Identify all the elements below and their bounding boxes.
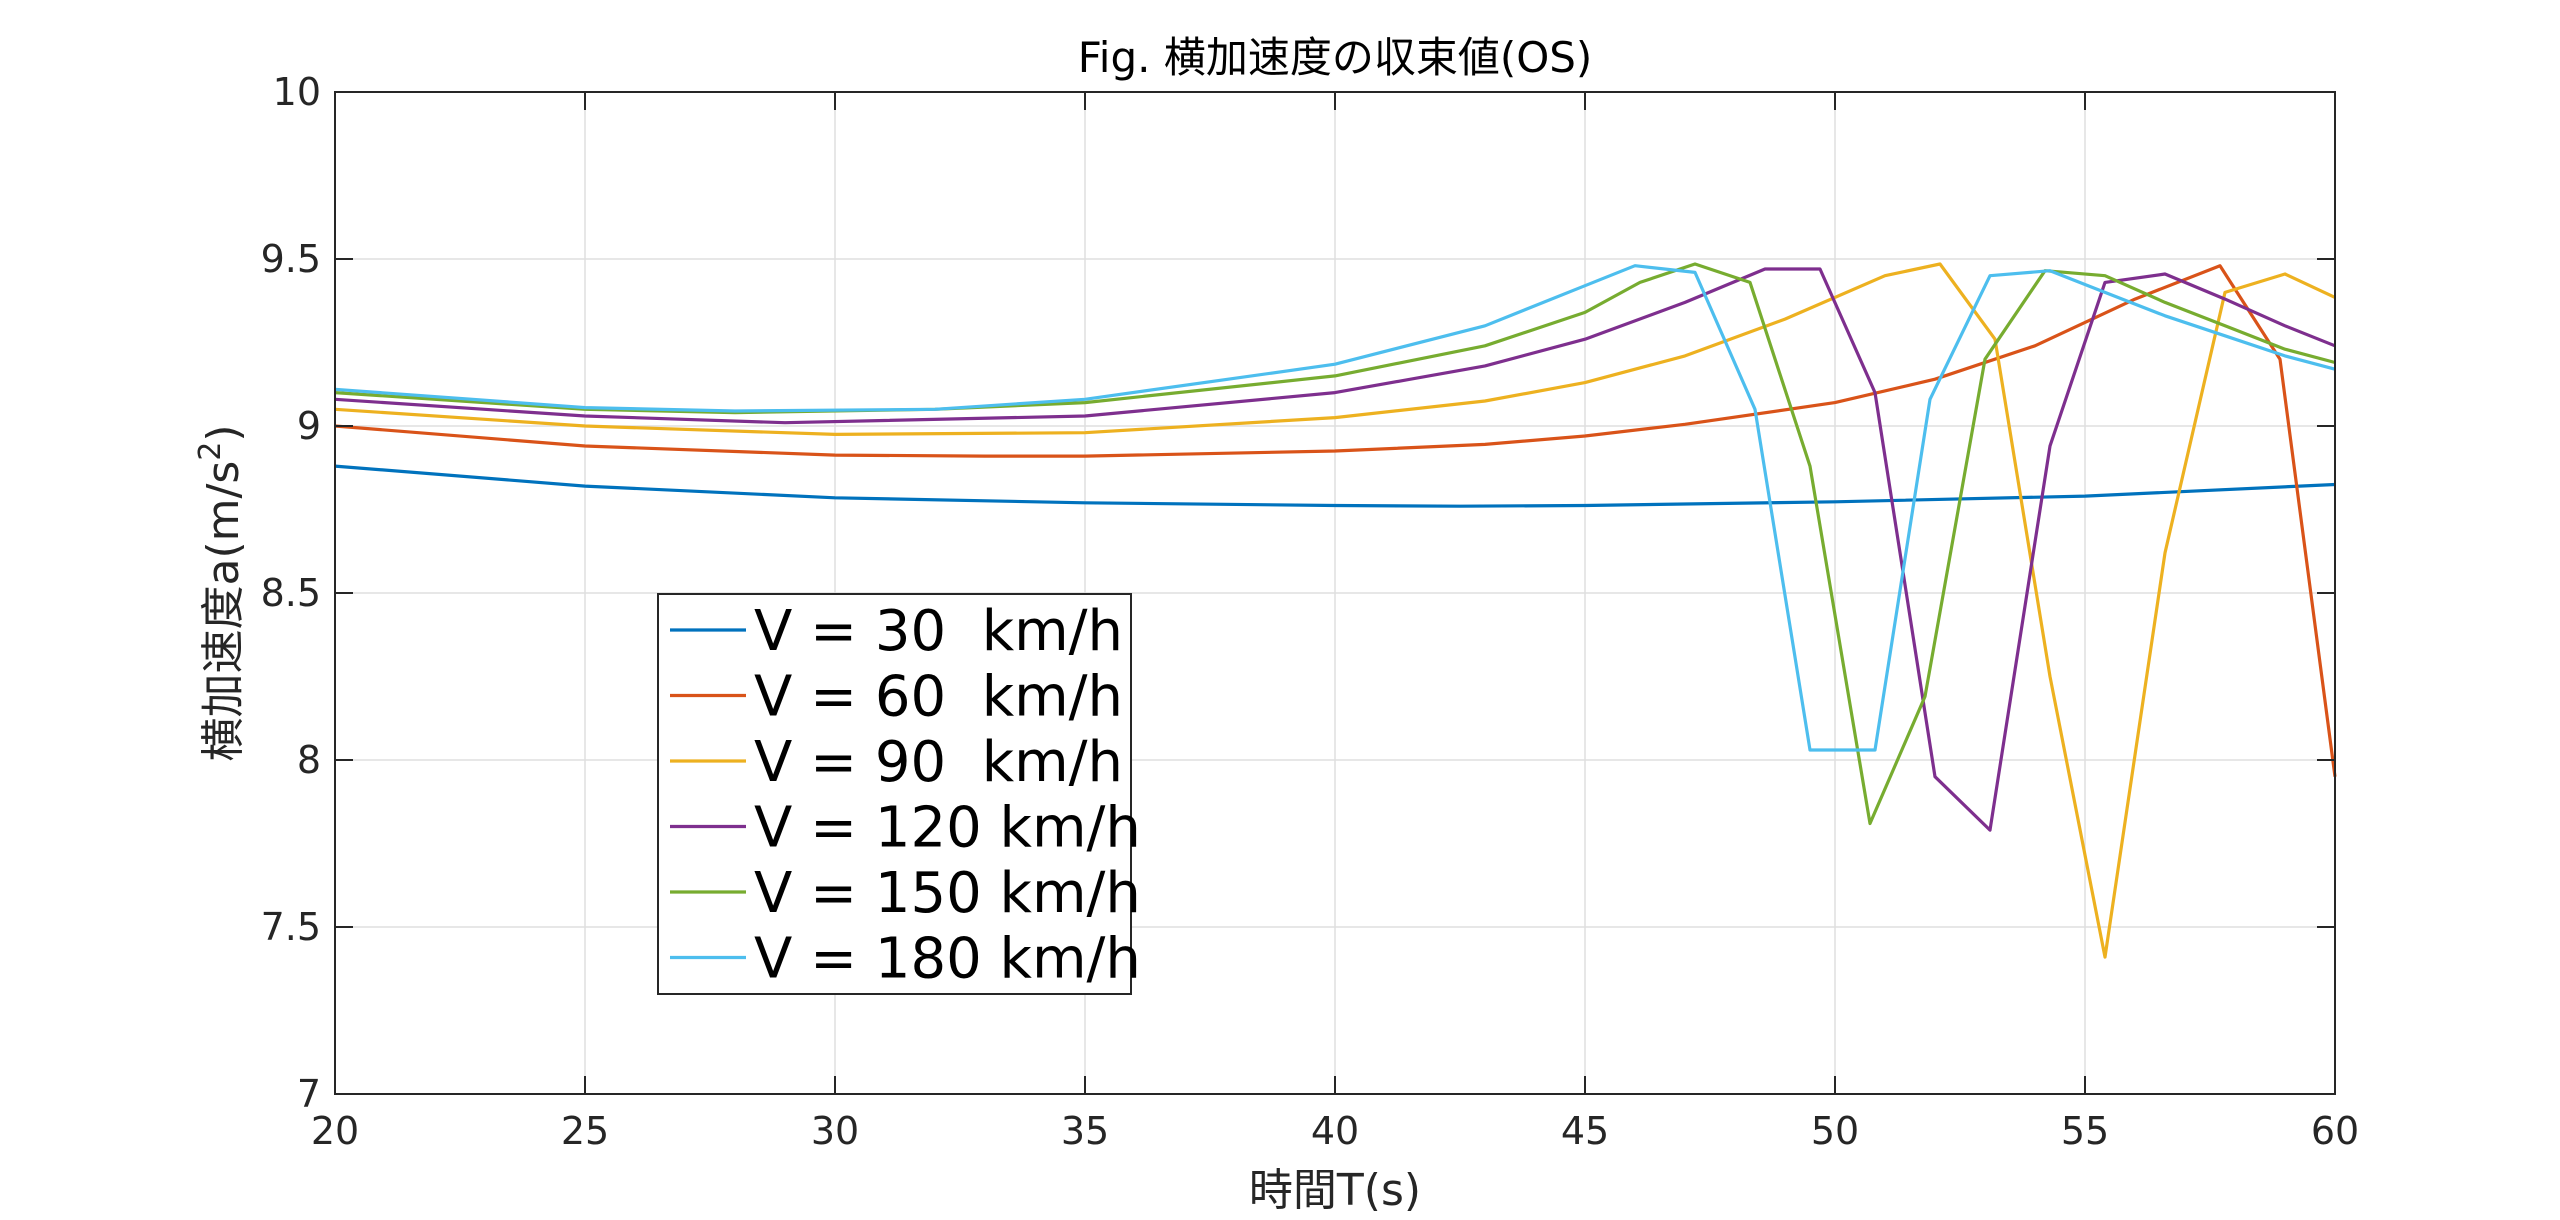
legend-label-5: V = 150 km/h xyxy=(754,861,1141,926)
legend-label-1: V = 30 km/h xyxy=(754,599,1123,664)
axis-ticks: 20 25 30 35 40 45 50 55 60 7 7.5 8 8.5 9 9.5 10 xyxy=(261,70,2360,1153)
y-tick-label: 7 xyxy=(297,1072,321,1116)
x-tick-label: 35 xyxy=(1061,1109,1109,1153)
series-lines xyxy=(334,262,2337,959)
series-line-4 xyxy=(334,267,2336,832)
legend-label-6: V = 180 km/h xyxy=(754,927,1141,992)
x-tick-label: 20 xyxy=(311,1109,359,1153)
y-axis-label: 横加速度a(m/s2) xyxy=(193,424,249,761)
y-tick-label: 8.5 xyxy=(261,571,321,615)
series-line-3 xyxy=(334,262,2336,959)
y-tick-label: 8 xyxy=(297,738,321,782)
x-tick-label: 60 xyxy=(2311,1109,2359,1153)
y-tick-label: 9 xyxy=(297,404,321,448)
x-tick-label: 25 xyxy=(561,1109,609,1153)
y-tick-label: 9.5 xyxy=(261,237,321,281)
x-axis-label: 時間T(s) xyxy=(1249,1165,1421,1216)
legend: V = 30 km/hV = 60 km/hV = 90 km/hV = 120… xyxy=(657,593,1141,995)
legend-box xyxy=(657,593,1132,995)
x-tick-label: 30 xyxy=(811,1109,859,1153)
chart-title: Fig. 横加速度の収束値(OS) xyxy=(1078,33,1593,82)
y-tick-label: 7.5 xyxy=(261,905,321,949)
y-axis-label-close: ) xyxy=(198,424,249,441)
x-tick-label: 40 xyxy=(1311,1109,1359,1153)
x-tick-label: 55 xyxy=(2061,1109,2109,1153)
series-line-2 xyxy=(334,264,2337,777)
x-tick-label: 50 xyxy=(1811,1109,1859,1153)
x-tick-label: 45 xyxy=(1561,1109,1609,1153)
y-tick-label: 10 xyxy=(273,70,321,114)
legend-label-3: V = 90 km/h xyxy=(754,730,1123,795)
series-line-6 xyxy=(334,264,2336,752)
y-axis-label-superscript: 2 xyxy=(193,442,228,461)
legend-label-4: V = 120 km/h xyxy=(754,796,1141,861)
y-axis-label-main: 横加速度a(m/s xyxy=(198,461,249,762)
legend-label-2: V = 60 km/h xyxy=(754,665,1123,730)
